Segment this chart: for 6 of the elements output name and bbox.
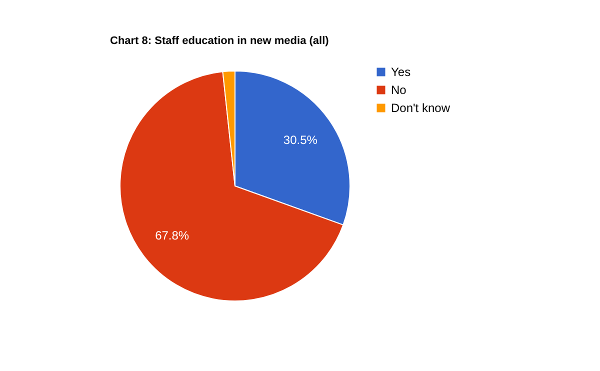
legend-label: Don't know — [391, 101, 450, 115]
legend-label: No — [391, 83, 407, 97]
data-label: 30.5% — [283, 133, 318, 147]
data-label: 67.8% — [155, 228, 190, 242]
chart-title: Chart 8: Staff education in new media (all) — [110, 35, 330, 47]
legend-label: Yes — [391, 65, 411, 79]
